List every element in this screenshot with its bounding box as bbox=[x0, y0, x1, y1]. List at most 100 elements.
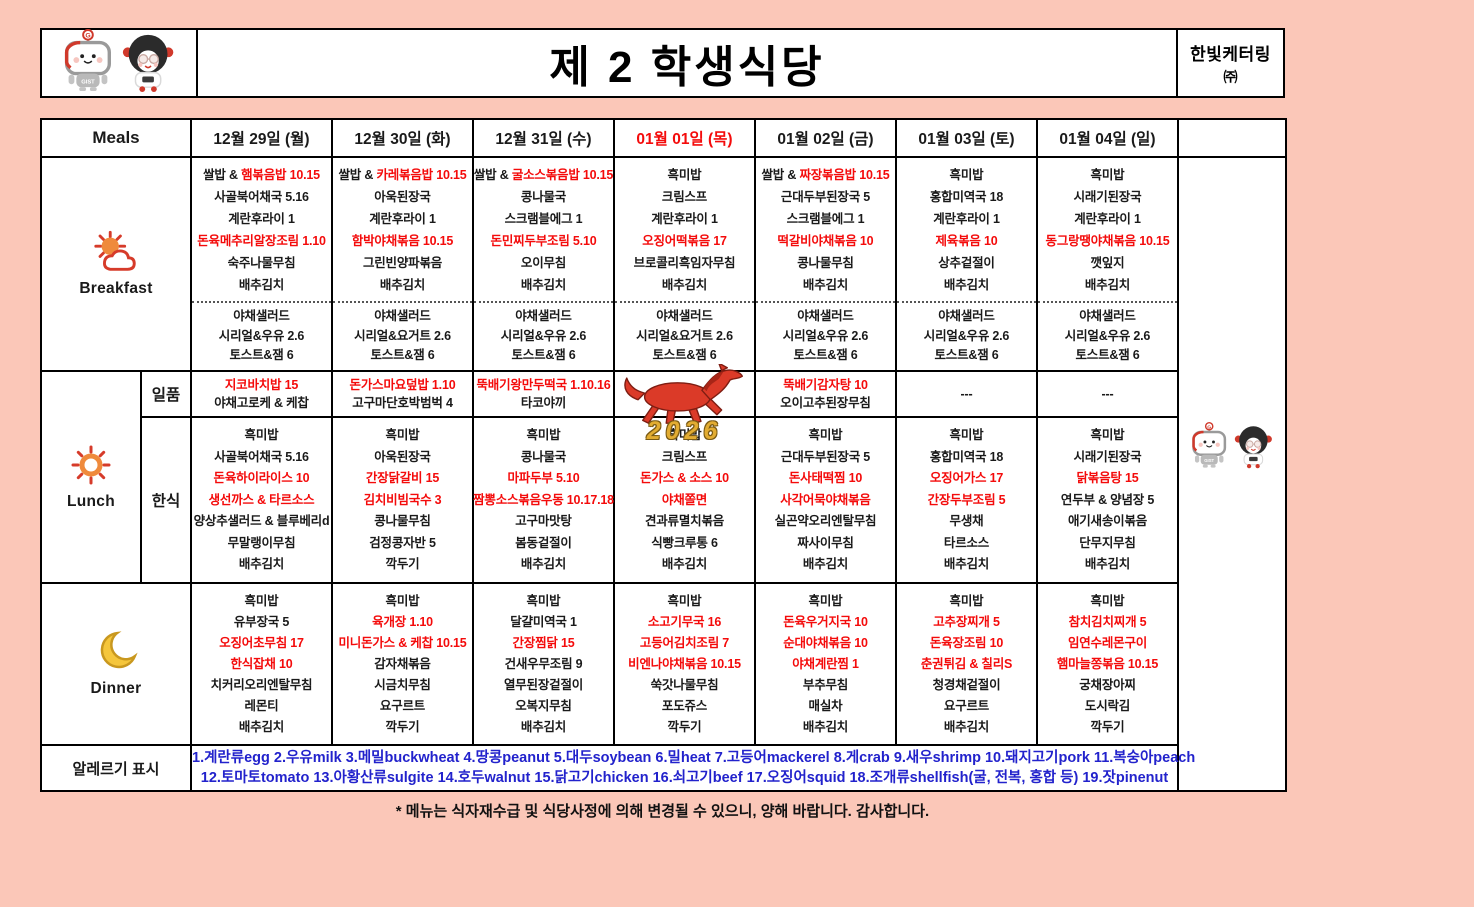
footer-note: * 메뉴는 식자재수급 및 식당사정에 의해 변경될 수 있으니, 양해 바랍니… bbox=[395, 803, 930, 820]
menu-item-text: 쌀밥 & bbox=[761, 167, 800, 182]
menu-item: 시리얼&요거트 2.6 bbox=[603, 330, 766, 343]
breakfast-main-items: 쌀밥 & 카레볶음밥 10.15 아욱된장국 계란후라이 1 함박야채볶음 10.15… bbox=[333, 159, 472, 301]
menu-item-text: 돈육메추리알장조림 1.10 bbox=[197, 233, 326, 248]
lunch-sub-ilpum: 일품 bbox=[140, 370, 192, 418]
menu-item: 흑미밥 bbox=[1026, 429, 1189, 442]
menu-item-text: 흑미밥 bbox=[244, 428, 279, 443]
menu-item: 유부장국 5 bbox=[180, 615, 343, 629]
menu-item: 돈가스 & 소스 10 bbox=[603, 472, 766, 485]
menu-item: 쌀밥 & 굴소스볶음밥 10.15 bbox=[462, 168, 625, 182]
dinner-cell-content: 흑미밥 달걀미역국 1 간장찜닭 15 건새우무조림 9 열무된장겉절이 오복지무침 배추김… bbox=[474, 586, 613, 742]
girl-mascot bbox=[122, 34, 174, 92]
menu-item: 달걀미역국 1 bbox=[462, 615, 625, 629]
menu-item: 토스트&잼 6 bbox=[462, 349, 625, 362]
menu-item-text: 깍두기 bbox=[385, 557, 420, 572]
menu-item: 브로콜리흑임자무침 bbox=[603, 257, 766, 270]
menu-item: 돈사태떡찜 10 bbox=[744, 472, 907, 485]
menu-item: 육개장 1.10 bbox=[321, 615, 484, 629]
menu-item: 야채샐러드 bbox=[744, 310, 907, 323]
menu-item-text: 돈민찌두부조림 5.10 bbox=[490, 233, 597, 248]
lunch-ilpum-row: Lunch 일품 지코바치밥 15 야채고로케 & 케찹 돈가스마요덮밥 1.10 고구마… bbox=[40, 362, 1286, 584]
breakfast-cell-day6: 흑미밥 홍합미역국 18 계란후라이 1 제육볶음 10 상추겉절이 배추김치 야채샐러드 시… bbox=[895, 156, 1038, 372]
sun-cloud-icon bbox=[42, 230, 190, 274]
menu-item-text: 그린빈양파볶음 bbox=[362, 255, 443, 270]
menu-item-text: 돈육하이라이스 10 bbox=[213, 471, 310, 486]
menu-item-text: 쌀밥 & bbox=[338, 167, 377, 182]
page-title: 제 2 학생식당 bbox=[549, 43, 825, 92]
menu-item: 토스트&잼 6 bbox=[885, 349, 1048, 362]
menu-item-text: 시래기된장국 bbox=[1073, 449, 1142, 464]
menu-item-text: 토스트&잼 6 bbox=[370, 348, 435, 363]
menu-item: 청경채겉절이 bbox=[885, 679, 1048, 692]
menu-item-text: 흑미밥 bbox=[526, 428, 561, 443]
menu-item-text: 배추김치 bbox=[520, 277, 567, 292]
menu-item-text: 야채샐러드 bbox=[374, 309, 431, 324]
menu-item-text: 식빵크루통 6 bbox=[651, 535, 718, 550]
menu-item: 깍두기 bbox=[603, 721, 766, 734]
menu-item-text: 계란후라이 1 bbox=[1074, 211, 1141, 226]
dotted-divider bbox=[192, 301, 331, 303]
menu-item-text: 흑미밥 bbox=[667, 593, 702, 608]
menu-item-text: 오이무침 bbox=[520, 255, 567, 270]
menu-item: 배추김치 bbox=[885, 721, 1048, 734]
menu-item-text: 지코바치밥 15 bbox=[224, 377, 299, 392]
menu-item-text: 요구르트 bbox=[943, 698, 990, 713]
lunch-hansik-row: 한식 흑미밥 사골북어채국 5.16 돈육하이라이스 10 생선까스 & 타르소스 양상추… bbox=[41, 416, 1286, 584]
menu-item: 배추김치 bbox=[462, 279, 625, 292]
menu-item: 도시락김 bbox=[1026, 700, 1189, 713]
company-box: 한빛케터링 ㈜ bbox=[1178, 28, 1285, 98]
menu-item-text: 견과류멸치볶음 bbox=[644, 514, 725, 529]
menu-item: 돈육장조림 10 bbox=[885, 636, 1048, 650]
menu-item-text: 고구마단호박범벅 4 bbox=[352, 395, 453, 410]
menu-item: 건새우무조림 9 bbox=[462, 658, 625, 671]
menu-item: 시래기된장국 bbox=[1026, 190, 1189, 204]
menu-item-text: 배추김치 bbox=[802, 719, 849, 734]
breakfast-cell-content: 쌀밥 & 짜장볶음밥 10.15 근대두부된장국 5 스크램블에그 1 떡갈비야채볶음… bbox=[756, 159, 895, 369]
menu-item-text: 야채계란찜 1 bbox=[792, 656, 859, 671]
lunch-ilpum-cell-day1: 지코바치밥 15 야채고로케 & 케찹 bbox=[190, 370, 333, 418]
menu-item: 연두부 & 양념장 5 bbox=[1026, 494, 1189, 507]
menu-item: 임연수레몬구이 bbox=[1026, 636, 1189, 650]
menu-item: 쌀밥 & 카레볶음밥 10.15 bbox=[321, 167, 484, 182]
menu-item: 배추김치 bbox=[462, 721, 625, 734]
lunch-hansik-content: 흑미밥 크림스프 돈가스 & 소스 10 야채쫄면 견과류멸치볶음 식빵크루통 6 배추김치 bbox=[615, 420, 754, 580]
menu-item-text: 한식잡채 10 bbox=[230, 656, 293, 671]
svg-text:G: G bbox=[85, 32, 90, 39]
menu-item: 토스트&잼 6 bbox=[603, 349, 766, 362]
menu-item-text: 궁채장아찌 bbox=[1079, 677, 1136, 692]
menu-item-text: 배추김치 bbox=[802, 557, 849, 572]
menu-item: 동그랑땡야채볶음 10.15 bbox=[1026, 235, 1189, 248]
menu-item: 야채고로케 & 케찹 bbox=[180, 397, 343, 410]
menu-item: 토스트&잼 6 bbox=[180, 349, 343, 362]
menu-item-text: 춘권튀김 & 칠리S bbox=[920, 656, 1013, 671]
menu-item: 타르소스 bbox=[885, 537, 1048, 550]
menu-item: 근대두부된장국 5 bbox=[744, 450, 907, 464]
menu-item: 흑미밥 bbox=[603, 593, 766, 608]
menu-item-text: 흑미밥 bbox=[526, 593, 561, 608]
menu-item: 오이무침 bbox=[462, 257, 625, 270]
menu-item-text: 시리얼&요거트 2.6 bbox=[354, 328, 451, 343]
menu-item: 사골북어채국 5.16 bbox=[180, 190, 343, 204]
menu-item: 식빵크루통 6 bbox=[603, 537, 766, 550]
lunch-ilpum-content: --- bbox=[1038, 373, 1177, 415]
menu-item-text: 시리얼&우유 2.6 bbox=[1064, 328, 1151, 343]
menu-item: --- bbox=[1026, 388, 1189, 401]
breakfast-cell-content: 흑미밥 시래기된장국 계란후라이 1 동그랑땡야채볶음 10.15 깻잎지 배추김치 야채샐… bbox=[1038, 159, 1177, 369]
empty-header-cell bbox=[1177, 118, 1287, 158]
menu-item: 짬뽕소스볶음우동 10.17.18 bbox=[462, 494, 625, 507]
menu-item-text: 오복지무침 bbox=[515, 698, 572, 713]
menu-item: 흑미밥 bbox=[744, 429, 907, 442]
menu-item: 콩나물국 bbox=[462, 190, 625, 204]
menu-item: 시금치무침 bbox=[321, 679, 484, 692]
menu-item-text: 숙주나물무침 bbox=[227, 255, 296, 270]
menu-item: 배추김치 bbox=[1026, 558, 1189, 571]
menu-item-text: 무말랭이무침 bbox=[227, 535, 296, 550]
dinner-cell-content: 흑미밥 고추장찌개 5 돈육장조림 10 춘권튀김 & 칠리S 청경채겉절이 요구르트 배추… bbox=[897, 586, 1036, 742]
menu-item-text: 도시락김 bbox=[1084, 698, 1131, 713]
menu-item: 상추겉절이 bbox=[885, 257, 1048, 270]
dotted-divider bbox=[474, 301, 613, 303]
menu-item: 고추장찌개 5 bbox=[885, 615, 1048, 629]
menu-item-text: 카레볶음밥 10.15 bbox=[376, 167, 467, 182]
menu-item-text: 청경채겉절이 bbox=[932, 677, 1001, 692]
